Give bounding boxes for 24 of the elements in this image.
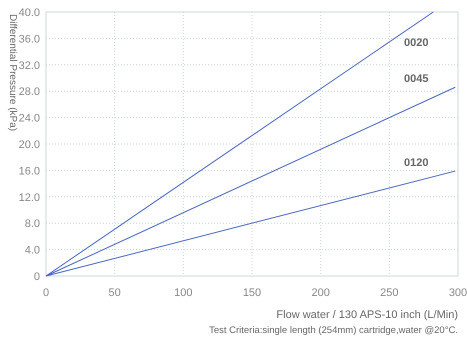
y-tick-label: 16.0 — [18, 165, 40, 178]
series-label: 0020 — [404, 37, 428, 49]
y-axis-title: Differential Pressure (kPa) — [7, 14, 18, 132]
y-tick-label: 12.0 — [18, 192, 40, 204]
y-tick-label: 24.0 — [18, 112, 40, 125]
y-tick-label: 28.0 — [18, 86, 40, 98]
text: Test Criteria:single length (254mm) cartridge,water @20°C. — [209, 325, 458, 336]
x-axis-title: Flow water / 130 APS-10 inch (L/Min) — [276, 309, 458, 321]
x-tick-label: 50 — [108, 287, 121, 299]
x-tick-label: 100 — [174, 287, 193, 299]
y-tick-label: 20.0 — [18, 139, 40, 151]
series-label: 0045 — [404, 73, 428, 86]
x-tick-label: 250 — [380, 287, 399, 299]
y-tick-label: 0 — [34, 271, 40, 283]
y-tick-label: 8.0 — [24, 218, 40, 230]
series-label: 0120 — [404, 157, 428, 170]
x-tick-label: 0 — [42, 287, 50, 299]
x-tick-label: 150 — [242, 287, 262, 299]
y-tick-label: 4.0 — [24, 244, 40, 257]
y-tick-label: 36.0 — [18, 33, 40, 46]
x-tick-label: 200 — [311, 287, 330, 299]
x-tick-label: 300 — [448, 287, 467, 299]
y-tick-label: 32.0 — [18, 60, 40, 72]
y-tick-label: 40.0 — [18, 7, 40, 19]
